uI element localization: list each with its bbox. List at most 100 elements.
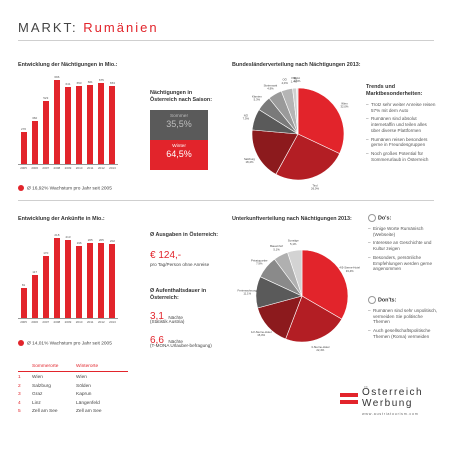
bar-value-label: 523 — [43, 96, 49, 101]
rank: 3 — [18, 392, 21, 397]
bar-category-label: 2011 — [86, 166, 94, 170]
bar-value-label: 641 — [65, 82, 71, 87]
bar-category-label: 2007 — [42, 320, 50, 324]
bar-value-label: 81 — [21, 283, 26, 288]
donts-item: Rumänen sind sehr unpolitisch, vermeiden… — [368, 308, 438, 325]
logo-url: www.austriatourism.com — [362, 412, 419, 416]
bar-2012 — [98, 83, 105, 164]
bar-2010 — [76, 246, 83, 318]
pie-label: 3-Sterne-Hotel 22,4% — [311, 345, 330, 352]
winter-place: Kaprun — [76, 392, 92, 397]
pie-label: Privatquartier 7,9% — [251, 258, 268, 265]
places-table: Sommerorte Winterorte 1 Wien Wien 2 Salzburg… — [18, 364, 128, 418]
places-row: 3 Graz Kaprun — [18, 392, 128, 397]
bar-value-label: 218 — [54, 233, 60, 238]
bar-category-label: 2006 — [31, 320, 38, 324]
spending-note: pro Tag/Person ohne Anreise — [150, 262, 210, 267]
bar-value-label: 205 — [87, 238, 93, 243]
donts-item: Auch gesellschaftspolitische Themen (Rom… — [368, 328, 438, 339]
bar-category-label: 2008 — [53, 320, 61, 324]
pie-label: Steiermark 4,9% — [264, 83, 278, 90]
rank: 5 — [18, 409, 21, 414]
stay-note-2: (T-MONA Urlauber-befragung) — [150, 343, 212, 348]
bar-value-label: 675 — [98, 78, 104, 82]
states-pie-chart: Wien 32,0% Tirol 26,0% Salzburg 18,4% NÖ 7,5% Kä… — [243, 76, 349, 190]
winter-place: Zell am See — [76, 409, 102, 414]
dos-list: Einige Worte Rumänisch (Webseite) Interes… — [368, 226, 438, 275]
stay-value-1-number: 3,1 — [150, 311, 164, 322]
rank: 1 — [18, 375, 21, 380]
bar-value-label: 661 — [87, 79, 93, 84]
places-row: 1 Wien Wien — [18, 375, 128, 380]
rank: 4 — [18, 400, 21, 406]
thumbs-down-icon — [368, 296, 376, 304]
x-axis-line — [18, 164, 118, 165]
stay-value-2: 6,6 Nächte — [150, 330, 183, 348]
stay-note-1: (Statistik Austria) — [150, 319, 185, 324]
summer-place: Linz — [32, 400, 41, 406]
bar-category-label: 2012 — [97, 320, 105, 324]
bar-value-label: 117 — [32, 270, 38, 275]
bar-value-label: 653 — [109, 80, 115, 85]
bar-category-label: 2005 — [20, 166, 27, 170]
pie-label: Sonstige 5,1% — [288, 239, 299, 246]
trends-list: Trotz sehr weiter Anreise reisen 57% mit… — [366, 102, 436, 166]
winter-value: 64,5% — [166, 149, 192, 159]
overnight-growth-text: Ø 16,92% Wachstum pro Jahr seit 2005 — [27, 186, 112, 192]
bar-value-label: 270 — [21, 126, 27, 131]
arrivals-growth-text: Ø 14,01% Wachstum pro Jahr seit 2005 — [27, 341, 112, 347]
bar-category-label: 2011 — [86, 320, 94, 324]
arrivals-bar-chart: 81 2005 117 2006 170 2007 218 2008 213 2009 196 201… — [18, 226, 118, 328]
stay-value-2-number: 6,6 — [150, 335, 164, 346]
bar-value-label: 213 — [65, 235, 71, 240]
places-row: 5 Zell am See Zell am See — [18, 409, 128, 414]
pie-label: Vbg. 1,4% — [291, 76, 298, 83]
trends-heading: Trends und Marktbesonderheiten: — [366, 84, 423, 98]
pie-label: Kärnten 5,3% — [252, 94, 262, 101]
pie-label: OÖ 4,0% — [281, 78, 288, 85]
bar-2006 — [31, 120, 38, 164]
spending-value: € 124,- — [150, 250, 182, 261]
bar-2013 — [109, 244, 116, 318]
stay-value-1: 3,1 Nächte — [150, 306, 183, 324]
pie-label: Bauernhof 5,1% — [270, 244, 283, 251]
summer-label: Sommer — [169, 114, 189, 119]
stay-unit-1: Nächte — [168, 315, 183, 320]
bar-category-label: 2008 — [53, 166, 61, 170]
winter-place: Sölden — [76, 383, 91, 389]
places-row: 4 Linz Längenfeld — [18, 401, 128, 406]
thumbs-up-icon — [368, 214, 376, 222]
trend-item: Trotz sehr weiter Anreise reisen 57% mit… — [366, 102, 436, 113]
summer-places-head: Sommerorte — [32, 364, 59, 369]
pie-label: Ferienwohnung 11,1% — [238, 288, 258, 295]
logo-flag-bottom — [340, 400, 358, 404]
season-summer-box: Sommer 35,5% — [150, 110, 208, 140]
pie-slice-4-5-sterne-hotel — [301, 249, 349, 320]
donts-heading: Don'ts: — [368, 296, 396, 304]
spending-heading: Ø Ausgaben in Österreich: — [150, 232, 219, 238]
bar-value-label: 696 — [54, 75, 60, 80]
states-pie-heading: Bundesländerverteilung nach Nächtigungen… — [232, 62, 361, 68]
title-divider — [18, 40, 434, 41]
arrivals-growth: Ø 14,01% Wachstum pro Jahr seit 2005 — [18, 340, 112, 346]
growth-arrow-icon — [18, 340, 24, 346]
winter-label: Winter — [172, 144, 186, 149]
dos-item: Besonders, persönliche Empfehlungen werd… — [368, 255, 438, 272]
logo-flag-top — [340, 393, 358, 397]
stay-heading: Ø Aufenthaltsdauer in Österreich: — [150, 288, 207, 302]
bar-2005 — [20, 288, 27, 318]
places-rows: 1 Wien Wien 2 Salzburg Sölden 3 Graz Kaprun 4 Linz… — [18, 375, 128, 414]
bar-category-label: 2009 — [64, 166, 72, 170]
stay-unit-2: Nächte — [168, 339, 183, 344]
bar-2013 — [109, 85, 116, 164]
title-country: Rumänien — [83, 20, 159, 35]
donts-list: Rumänen sind sehr unpolitisch, vermeiden… — [368, 308, 438, 343]
season-winter-box: Winter 64,5% — [150, 140, 208, 170]
bar-category-label: 2009 — [64, 320, 72, 324]
pie-slice-bgld- — [296, 87, 299, 135]
bar-value-label: 653 — [76, 80, 82, 85]
winter-place: Wien — [76, 375, 87, 380]
title-prefix: MARKT: — [18, 20, 78, 35]
dos-item: Interesse an Geschichte und Kultur zeige… — [368, 240, 438, 251]
logo-line-2: Werbung — [362, 398, 413, 409]
